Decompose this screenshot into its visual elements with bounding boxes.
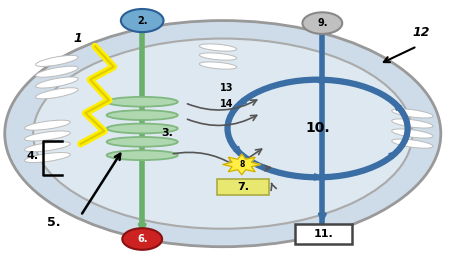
Text: 12: 12 bbox=[412, 26, 430, 39]
Ellipse shape bbox=[392, 139, 433, 148]
Ellipse shape bbox=[5, 21, 441, 247]
Text: 3.: 3. bbox=[161, 128, 173, 138]
Circle shape bbox=[121, 9, 164, 32]
Text: 7.: 7. bbox=[237, 182, 249, 192]
Ellipse shape bbox=[36, 77, 78, 88]
Ellipse shape bbox=[25, 120, 70, 130]
Text: 1: 1 bbox=[73, 32, 82, 45]
FancyBboxPatch shape bbox=[295, 224, 352, 244]
Ellipse shape bbox=[25, 153, 70, 162]
Text: 8: 8 bbox=[239, 160, 245, 169]
Ellipse shape bbox=[107, 97, 178, 107]
Ellipse shape bbox=[107, 150, 178, 160]
Ellipse shape bbox=[36, 88, 78, 99]
Ellipse shape bbox=[36, 66, 78, 77]
Text: 6.: 6. bbox=[137, 234, 147, 244]
Ellipse shape bbox=[392, 129, 433, 138]
Ellipse shape bbox=[33, 39, 412, 229]
Ellipse shape bbox=[107, 110, 178, 120]
Ellipse shape bbox=[392, 109, 433, 118]
Ellipse shape bbox=[107, 124, 178, 133]
Ellipse shape bbox=[200, 44, 237, 51]
FancyBboxPatch shape bbox=[217, 179, 269, 195]
Text: 10.: 10. bbox=[305, 122, 330, 135]
Ellipse shape bbox=[107, 137, 178, 147]
Polygon shape bbox=[223, 154, 261, 175]
Circle shape bbox=[302, 12, 342, 34]
Ellipse shape bbox=[36, 55, 78, 67]
Text: 9.: 9. bbox=[317, 18, 328, 28]
Ellipse shape bbox=[392, 119, 433, 128]
Circle shape bbox=[122, 228, 162, 250]
Text: 14: 14 bbox=[220, 99, 234, 109]
Text: 13: 13 bbox=[220, 83, 234, 93]
Ellipse shape bbox=[200, 53, 237, 60]
Text: 11.: 11. bbox=[314, 229, 333, 239]
Ellipse shape bbox=[200, 62, 237, 69]
Ellipse shape bbox=[25, 131, 70, 141]
Text: 4.: 4. bbox=[26, 151, 38, 161]
Text: 2.: 2. bbox=[137, 16, 147, 25]
Text: 5.: 5. bbox=[47, 216, 61, 229]
Ellipse shape bbox=[25, 142, 70, 152]
